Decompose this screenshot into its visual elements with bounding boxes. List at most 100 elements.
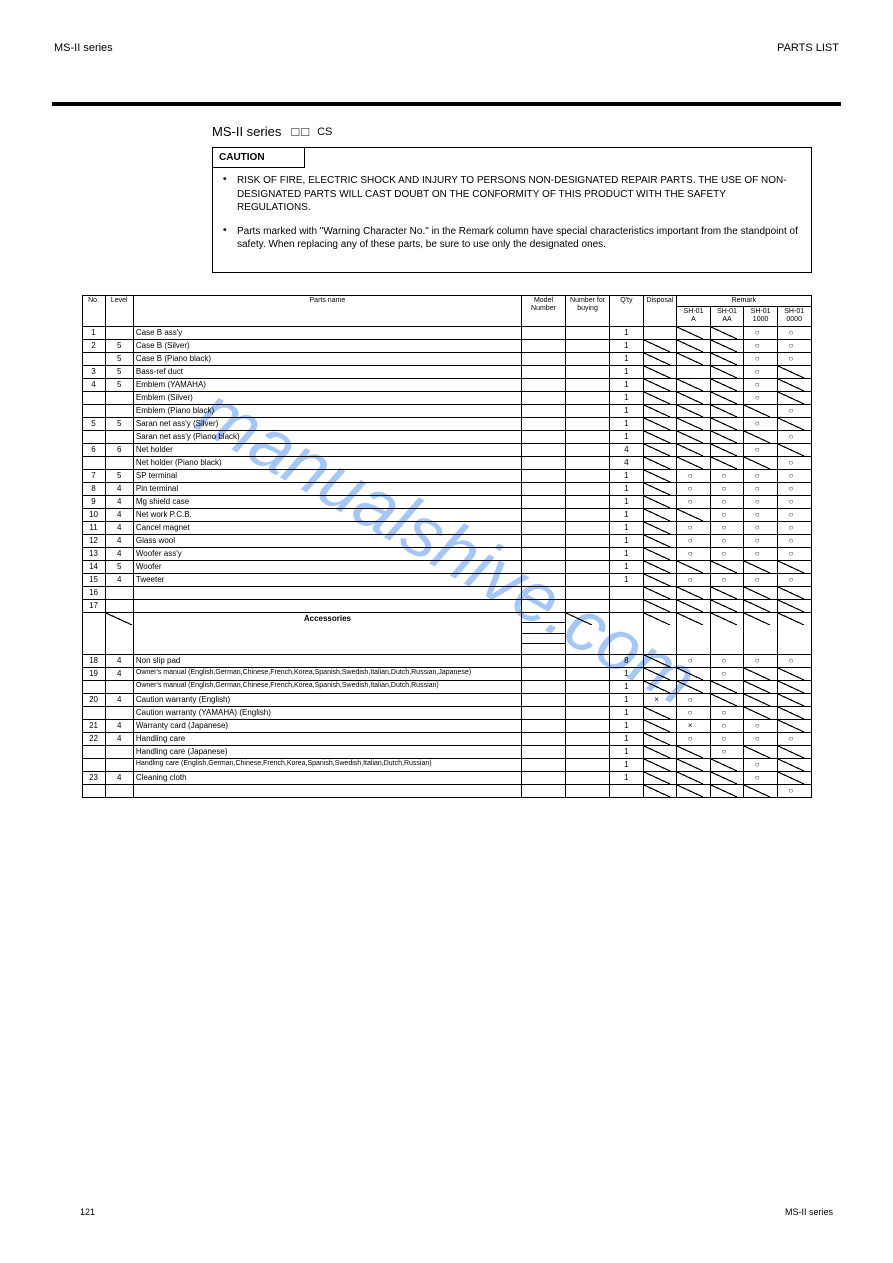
- sym-cell: [677, 733, 711, 746]
- cell-lev: 5: [105, 352, 133, 365]
- sym-cell: [744, 573, 778, 586]
- sym-cell: [744, 720, 778, 733]
- cell-name: Owner's manual (English,German,Chinese,F…: [133, 668, 521, 681]
- table-row: 55Saran net ass'y (Silver)1: [82, 417, 811, 430]
- sym-cell: [643, 720, 677, 733]
- sym-cell: [777, 391, 811, 404]
- sym-cell: [744, 391, 778, 404]
- sym-cell: [643, 404, 677, 417]
- cell-qty: 1: [610, 508, 644, 521]
- sym-cell: [744, 378, 778, 391]
- cell-buy: [566, 456, 610, 469]
- table-row: 234Cleaning cloth1: [82, 772, 811, 785]
- sym-cell: [710, 417, 744, 430]
- cell-lev: 5: [105, 365, 133, 378]
- title-boxes: □□: [291, 124, 311, 139]
- cell-name: Tweeter: [133, 573, 521, 586]
- cell-model: [521, 404, 565, 417]
- sym-cell: [777, 326, 811, 339]
- table-row: Caution warranty (YAMAHA) (English)1: [82, 707, 811, 720]
- cell-qty: 1: [610, 759, 644, 772]
- cell-qty: 1: [610, 339, 644, 352]
- table-wrap: manualshive.com No. Level Parts name Mod…: [52, 295, 841, 799]
- sym-cell: [777, 681, 811, 694]
- cell-lev: [105, 599, 133, 612]
- table-row: 224Handling care1: [82, 733, 811, 746]
- title-row: MS-II series □□ CS: [212, 124, 841, 139]
- cell-no: [82, 746, 105, 759]
- cell-buy: [566, 547, 610, 560]
- cell-no: 16: [82, 586, 105, 599]
- sym-cell: [744, 694, 778, 707]
- sym-cell: [744, 746, 778, 759]
- caution-body: •RISK OF FIRE, ELECTRIC SHOCK AND INJURY…: [213, 168, 811, 272]
- cell-model: [521, 417, 565, 430]
- cell-qty: 1: [610, 547, 644, 560]
- cell-qty: [610, 599, 644, 612]
- cell-buy: [566, 586, 610, 599]
- sym-cell: [677, 443, 711, 456]
- table-row: 1Case B ass'y1: [82, 326, 811, 339]
- sym-cell: [777, 508, 811, 521]
- cell-lev: 5: [105, 378, 133, 391]
- cell-lev: 5: [105, 417, 133, 430]
- cell-model: [521, 534, 565, 547]
- header-left: MS-II series: [54, 42, 113, 54]
- table-row: Emblem (Silver)1: [82, 391, 811, 404]
- cell-model: [521, 560, 565, 573]
- sym-cell: [677, 599, 711, 612]
- cell-qty: 1: [610, 404, 644, 417]
- cell-name: Owner's manual (English,German,Chinese,F…: [133, 681, 521, 694]
- sym-cell: [643, 456, 677, 469]
- cell-no: 15: [82, 573, 105, 586]
- cell-qty: 8: [610, 655, 644, 668]
- sym-cell: [710, 534, 744, 547]
- sym-cell: [643, 378, 677, 391]
- sym-cell: [777, 655, 811, 668]
- sym-cell: [677, 430, 711, 443]
- sym-cell: [710, 772, 744, 785]
- sym-cell: [710, 599, 744, 612]
- cell-qty: 1: [610, 352, 644, 365]
- sym-cell: [677, 365, 711, 378]
- cell-no: 5: [82, 417, 105, 430]
- sym-cell: [777, 759, 811, 772]
- sym-cell: [643, 599, 677, 612]
- cell-lev: [105, 759, 133, 772]
- cell-name: Handling care (Japanese): [133, 746, 521, 759]
- sym-cell: [777, 417, 811, 430]
- cell-no: 8: [82, 482, 105, 495]
- sym-cell: [744, 339, 778, 352]
- cell-name: Non slip pad: [133, 655, 521, 668]
- cell-model: [521, 785, 565, 798]
- cell-buy: [566, 560, 610, 573]
- sym-cell: [677, 391, 711, 404]
- cell-buy: [566, 365, 610, 378]
- cell-no: 21: [82, 720, 105, 733]
- sym-cell: [744, 508, 778, 521]
- sym-cell: [643, 694, 677, 707]
- cell-no: 6: [82, 443, 105, 456]
- table-row: Handling care (Japanese)1: [82, 746, 811, 759]
- cell-model: [521, 720, 565, 733]
- table-row: 75SP terminal1: [82, 469, 811, 482]
- sym-cell: [677, 586, 711, 599]
- cell-lev: 4: [105, 772, 133, 785]
- table-row: Net holder (Piano black)4: [82, 456, 811, 469]
- sym-cell: [744, 469, 778, 482]
- cell-qty: 1: [610, 521, 644, 534]
- cell-name: Mg shield case: [133, 495, 521, 508]
- cell-qty: 1: [610, 469, 644, 482]
- cell-model: [521, 391, 565, 404]
- cell-buy: [566, 443, 610, 456]
- cell-buy: [566, 469, 610, 482]
- cell-buy: [566, 378, 610, 391]
- sym-cell: [710, 469, 744, 482]
- sym-cell: [710, 733, 744, 746]
- cell-name: Emblem (Piano black): [133, 404, 521, 417]
- cell-model: [521, 772, 565, 785]
- sym-cell: [643, 547, 677, 560]
- sym-cell: [777, 534, 811, 547]
- table-row: 184Non slip pad8: [82, 655, 811, 668]
- cell-name: Handling care: [133, 733, 521, 746]
